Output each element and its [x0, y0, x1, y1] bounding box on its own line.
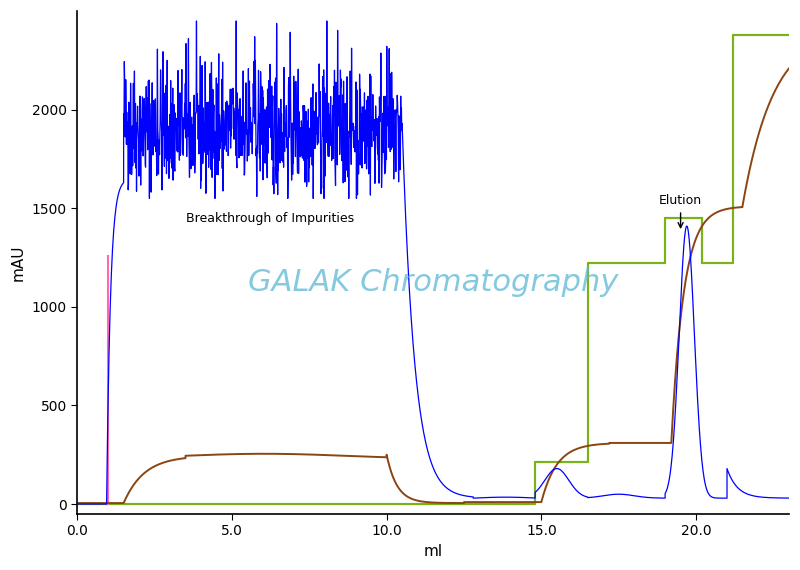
- X-axis label: ml: ml: [423, 544, 442, 559]
- Y-axis label: mAU: mAU: [11, 245, 26, 281]
- Text: Breakthrough of Impurities: Breakthrough of Impurities: [186, 212, 354, 225]
- Text: GALAK Chromatography: GALAK Chromatography: [248, 268, 618, 297]
- Text: Elution: Elution: [659, 194, 702, 227]
